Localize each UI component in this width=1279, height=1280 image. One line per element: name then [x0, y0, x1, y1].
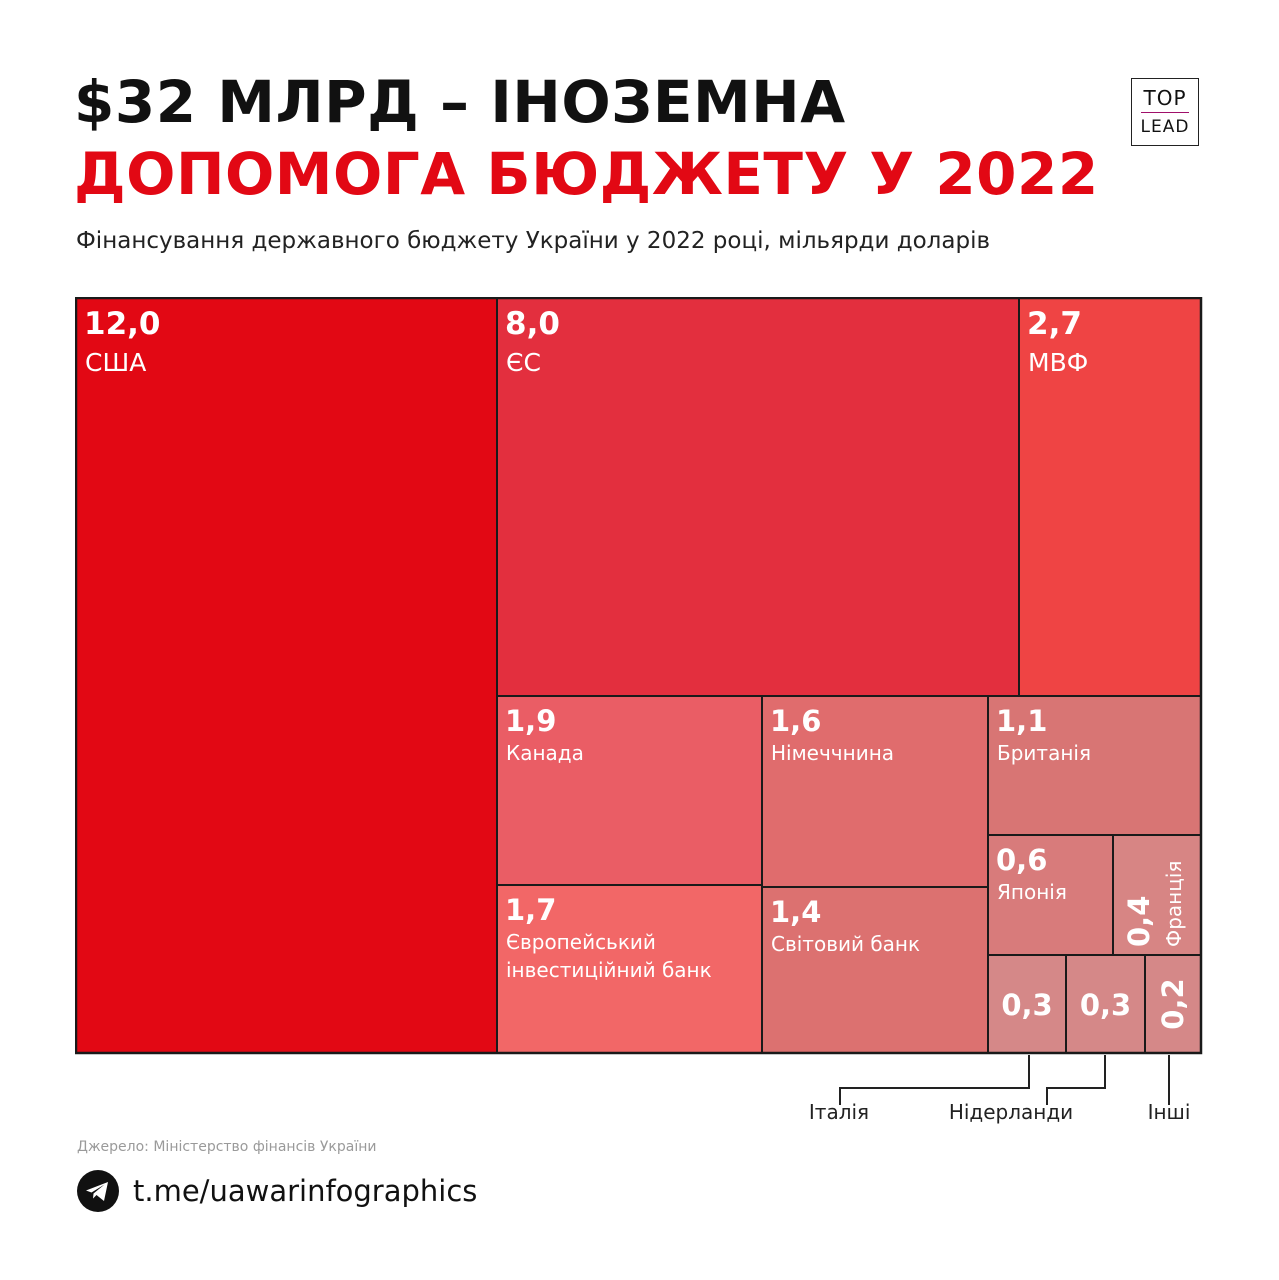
tile-rect-france: [1112, 834, 1202, 956]
value-label-eu: 8,0: [505, 306, 560, 342]
value-label-usa: 12,0: [84, 306, 161, 342]
tile-rect-uk: [987, 695, 1202, 836]
treemap-tile-eu: 8,0 ЄС: [496, 297, 1020, 697]
value-label-worldbank: 1,4: [770, 895, 821, 929]
tile-rect-usa: [75, 297, 498, 1054]
chart-subtitle: Фінансування державного бюджету України …: [76, 228, 991, 254]
treemap-frame: [75, 297, 1203, 1055]
value-label-germany: 1,6: [770, 704, 821, 738]
callout-label-italy: Італія: [809, 1100, 869, 1124]
top-lead-logo: TOP LEAD: [1131, 78, 1199, 146]
value-label-netherlands: 0,3: [1080, 988, 1131, 1022]
name-label-germany: Німеччнина: [771, 741, 894, 765]
telegram-link[interactable]: t.me/uawarinfographics: [77, 1170, 477, 1212]
name-label-canada: Канада: [506, 741, 584, 765]
tile-rect-imf: [1018, 297, 1202, 697]
name-label-eu: ЄС: [506, 348, 541, 377]
value-label-eib: 1,7: [505, 893, 556, 927]
treemap-tile-uk: 1,1 Британія: [987, 695, 1202, 836]
logo-top-text: TOP: [1143, 86, 1187, 110]
value-label-others: 0,2: [1156, 978, 1190, 1029]
treemap-chart: 12,0 США 8,0 ЄС 2,7 МВФ 1,9 Канада 1,6 Німеччнина…: [75, 297, 1203, 1124]
treemap-tile-worldbank: 1,4 Світовий банк: [761, 886, 989, 1054]
treemap-tile-imf: 2,7 МВФ: [1018, 297, 1202, 697]
name-label-france: Франція: [1162, 861, 1186, 947]
name-label-usa: США: [85, 348, 146, 377]
title-line-2: ДОПОМОГА БЮДЖЕТУ У 2022: [74, 140, 1099, 208]
name-label-japan: Японія: [997, 880, 1067, 904]
chart-title: $32 МЛРД – ІНОЗЕМНА ДОПОМОГА БЮДЖЕТУ У 2…: [74, 66, 1099, 210]
tile-rect-eu: [496, 297, 1020, 697]
callout-line-netherlands: [1046, 1055, 1106, 1105]
value-label-italy: 0,3: [1001, 988, 1052, 1022]
value-label-france: 0,4: [1122, 896, 1156, 947]
tile-rect-eib: [496, 884, 763, 1054]
value-label-japan: 0,6: [996, 843, 1047, 877]
treemap-tile-italy: 0,3: [987, 954, 1067, 1054]
treemap-tile-canada: 1,9 Канада: [496, 695, 763, 886]
value-label-canada: 1,9: [505, 704, 556, 738]
tile-rect-worldbank: [761, 886, 989, 1054]
name-label-imf: МВФ: [1028, 348, 1088, 377]
name-label-uk: Британія: [997, 741, 1091, 765]
treemap-tile-germany: 1,6 Німеччнина: [761, 695, 989, 888]
treemap-tile-usa: 12,0 США: [75, 297, 498, 1054]
treemap-tile-netherlands: 0,3: [1065, 954, 1146, 1054]
logo-lead-text: LEAD: [1140, 117, 1190, 137]
callout-label-others: Інші: [1148, 1100, 1191, 1124]
telegram-icon: [77, 1170, 119, 1212]
tile-rect-netherlands: [1065, 954, 1146, 1054]
treemap-tile-others: 0,2: [1144, 954, 1202, 1054]
logo-divider: [1141, 112, 1189, 113]
value-label-imf: 2,7: [1027, 306, 1082, 342]
tile-rect-germany: [761, 695, 989, 888]
telegram-url[interactable]: t.me/uawarinfographics: [133, 1174, 478, 1208]
name-label-eib-1: Європейський: [506, 930, 656, 954]
treemap-tile-eib: 1,7 Європейський інвестиційний банк: [496, 884, 763, 1054]
callout-line-italy: [839, 1055, 1030, 1105]
callout-label-netherlands: Нідерланди: [949, 1100, 1073, 1124]
name-label-eib-2: інвестиційний банк: [506, 958, 712, 982]
tile-rect-canada: [496, 695, 763, 886]
treemap-tile-japan: 0,6 Японія: [987, 834, 1114, 956]
source-note: Джерело: Міністерство фінансів України: [77, 1139, 377, 1155]
name-label-worldbank: Світовий банк: [771, 932, 920, 956]
treemap-tile-france: 0,4 Франція: [1112, 834, 1202, 956]
value-label-uk: 1,1: [996, 704, 1047, 738]
title-line-1: $32 МЛРД – ІНОЗЕМНА: [74, 68, 846, 136]
